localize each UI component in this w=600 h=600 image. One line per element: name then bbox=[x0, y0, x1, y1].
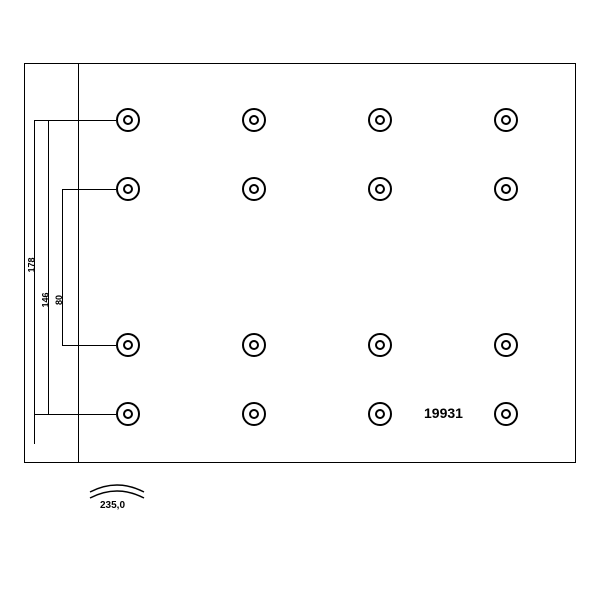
dim-line-178 bbox=[34, 120, 35, 444]
hole-inner bbox=[249, 340, 259, 350]
plate-left-edge bbox=[78, 63, 79, 463]
hole-inner bbox=[123, 184, 133, 194]
hole-inner bbox=[501, 184, 511, 194]
hole-inner bbox=[249, 184, 259, 194]
leader-row2 bbox=[62, 189, 116, 190]
curvature-arc-icon bbox=[88, 478, 146, 500]
hole-inner bbox=[375, 184, 385, 194]
hole-inner bbox=[249, 409, 259, 419]
hole-inner bbox=[375, 409, 385, 419]
hole-inner bbox=[375, 340, 385, 350]
leader-row4 bbox=[34, 414, 116, 415]
hole-inner bbox=[123, 340, 133, 350]
hole-inner bbox=[123, 115, 133, 125]
dim-label-178: 178 bbox=[27, 257, 37, 272]
dim-label-146: 146 bbox=[41, 292, 51, 307]
curvature-value: 235,0 bbox=[100, 500, 125, 511]
hole-inner bbox=[501, 340, 511, 350]
hole-inner bbox=[501, 115, 511, 125]
dim-line-80 bbox=[62, 189, 63, 345]
hole-inner bbox=[123, 409, 133, 419]
leader-row3 bbox=[62, 345, 116, 346]
drawing-frame bbox=[24, 63, 576, 463]
hole-inner bbox=[249, 115, 259, 125]
hole-inner bbox=[501, 409, 511, 419]
leader-row1 bbox=[34, 120, 116, 121]
part-number: 19931 bbox=[424, 405, 463, 421]
hole-inner bbox=[375, 115, 385, 125]
dim-label-80: 80 bbox=[54, 295, 64, 305]
dim-line-146 bbox=[48, 120, 49, 414]
